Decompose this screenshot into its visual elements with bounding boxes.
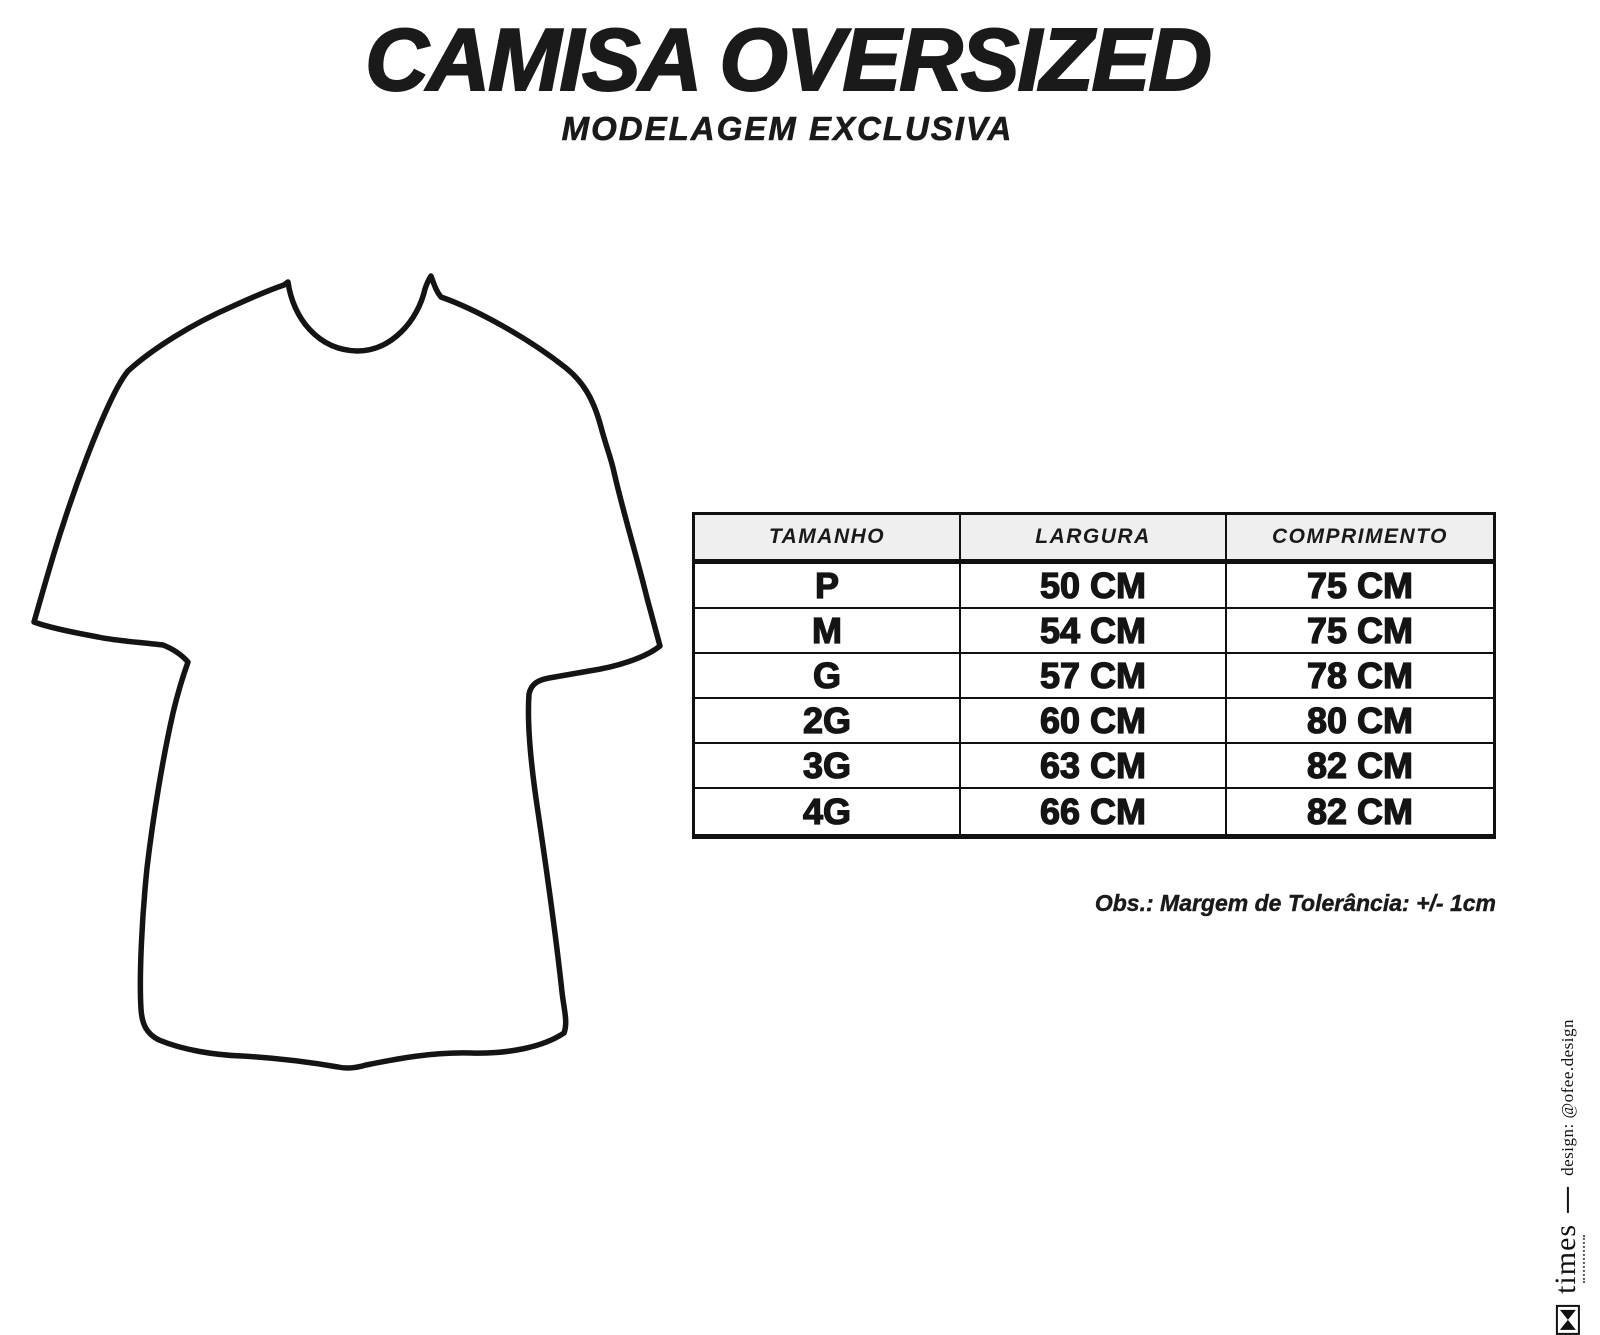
table-row: M 54 CM 75 CM	[695, 609, 1493, 654]
separator-line	[1567, 1186, 1569, 1213]
cell-width: 60 CM	[961, 699, 1227, 742]
cell-width: 66 CM	[961, 789, 1227, 834]
cell-length: 78 CM	[1306, 654, 1414, 696]
cell-width: 57 CM	[961, 654, 1227, 697]
page-title: CAMISA OVERSIZED	[364, 10, 1213, 109]
page-subtitle: MODELAGEM EXCLUSIVA	[561, 110, 1014, 147]
table-row: 4G 66 CM 82 CM	[695, 789, 1493, 834]
bowtie-left-triangle	[1560, 1319, 1576, 1330]
table-row: 2G 60 CM 80 CM	[695, 699, 1493, 744]
credits-strip: times design: @ofee.design	[1542, 1019, 1594, 1335]
cell-width: 50 CM	[961, 564, 1227, 607]
tolerance-note: Obs.: Margem de Tolerância: +/- 1cm	[1094, 890, 1497, 916]
cell-length: 80 CM	[1306, 699, 1414, 741]
brand-wordmark: times	[1549, 1223, 1582, 1294]
bowtie-square-icon	[1556, 1304, 1580, 1335]
page-header: CAMISA OVERSIZED MODELAGEM EXCLUSIVA	[0, 10, 1575, 147]
column-header-tamanho: TAMANHO	[695, 515, 961, 559]
cell-size: 3G	[695, 744, 961, 787]
column-header-largura: LARGURA	[961, 515, 1227, 559]
size-table: TAMANHO LARGURA COMPRIMENTO P 50 CM 75 C…	[692, 512, 1496, 839]
table-row: 3G 63 CM 82 CM	[695, 744, 1493, 789]
column-header-comprimento: COMPRIMENTO	[1272, 525, 1448, 548]
cell-size: M	[695, 609, 961, 652]
cell-length: 82 CM	[1306, 744, 1414, 786]
cell-size: G	[695, 654, 961, 697]
cell-length: 75 CM	[1306, 564, 1414, 606]
brand-logo: times	[1549, 1223, 1585, 1294]
cell-size: 4G	[695, 789, 961, 834]
cell-length: 75 CM	[1306, 609, 1414, 651]
cell-size: P	[695, 564, 961, 607]
brand-tagline-line	[1583, 1234, 1585, 1283]
size-table-header-row: TAMANHO LARGURA COMPRIMENTO	[695, 515, 1493, 564]
cell-width: 54 CM	[961, 609, 1227, 652]
size-chart-page: CAMISA OVERSIZED MODELAGEM EXCLUSIVA TAM…	[0, 10, 1585, 1335]
design-credit: design: @ofee.design	[1558, 1019, 1577, 1176]
table-row: G 57 CM 78 CM	[695, 654, 1493, 699]
table-row: P 50 CM 75 CM	[695, 564, 1493, 609]
cell-length: 82 CM	[1306, 790, 1414, 832]
tshirt-outline-drawing	[31, 273, 663, 1071]
cell-width: 63 CM	[961, 744, 1227, 787]
bowtie-right-triangle	[1560, 1309, 1576, 1320]
cell-size: 2G	[695, 699, 961, 742]
